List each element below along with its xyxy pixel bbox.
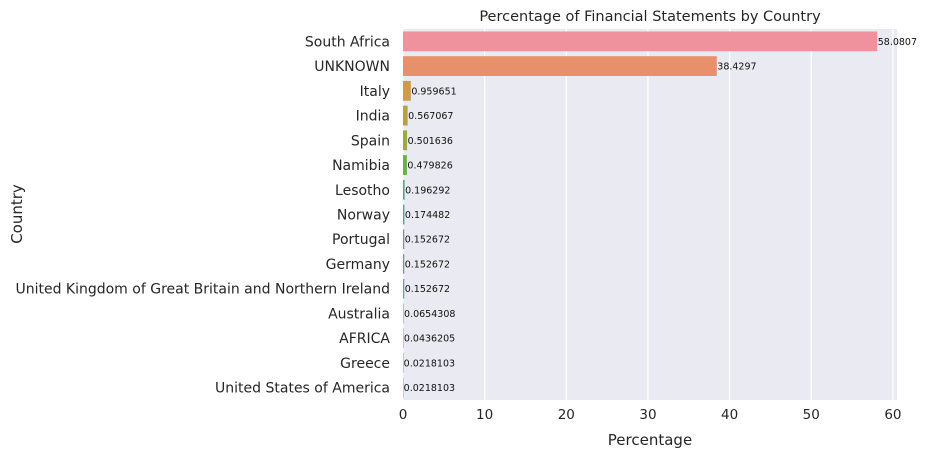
bar-value-label: 0.0218103 bbox=[404, 358, 455, 369]
bar-value-label: 0.0436205 bbox=[404, 334, 455, 345]
bar bbox=[403, 353, 404, 373]
y-tick-label: South Africa bbox=[305, 34, 390, 50]
gridlines bbox=[402, 29, 894, 400]
bar bbox=[403, 377, 404, 398]
bar-value-label: 0.0218103 bbox=[404, 383, 455, 394]
x-tick-label: 40 bbox=[721, 407, 738, 423]
bar-value-label: 0.567067 bbox=[408, 111, 453, 122]
bar-value-label: 0.0654308 bbox=[404, 309, 455, 320]
bar-value-label: 0.479826 bbox=[407, 161, 452, 172]
y-tick-label: Greece bbox=[340, 356, 390, 372]
bar bbox=[403, 56, 717, 76]
bar-value-label: 0.152672 bbox=[405, 284, 450, 295]
x-tick-label: 20 bbox=[558, 407, 575, 423]
y-tick-label: UNKNOWN bbox=[314, 59, 390, 75]
x-tick-label: 0 bbox=[399, 407, 408, 423]
y-tick-label: Germany bbox=[326, 257, 390, 273]
bar bbox=[403, 105, 408, 126]
bar-value-label: 58.0807 bbox=[878, 37, 917, 48]
x-tick-label: 30 bbox=[639, 407, 656, 423]
bar-value-label: 0.196292 bbox=[405, 185, 450, 196]
bar-value-label: 0.959651 bbox=[411, 86, 456, 97]
bar bbox=[403, 303, 404, 324]
y-axis-label: Country bbox=[8, 184, 26, 244]
bar bbox=[403, 31, 878, 52]
y-tick-label: Australia bbox=[328, 306, 390, 322]
bar bbox=[403, 254, 405, 274]
chart-title: Percentage of Financial Statements by Co… bbox=[479, 9, 821, 25]
y-tick-label: Spain bbox=[351, 133, 390, 149]
bar-value-label: 0.501636 bbox=[408, 136, 453, 147]
plot-area bbox=[403, 29, 897, 400]
y-tick-label: United States of America bbox=[215, 381, 390, 397]
y-tick-label: India bbox=[356, 109, 390, 125]
bar-labels: 58.0807 38.4297 0.959651 0.567067 0.501636 0.… bbox=[404, 37, 917, 394]
y-tick-label: Norway bbox=[337, 208, 390, 224]
y-tick-label: Portugal bbox=[332, 232, 390, 248]
y-tick-labels: South Africa UNKNOWN Italy India Spain Namibi… bbox=[15, 34, 390, 396]
y-tick-label: Italy bbox=[360, 84, 390, 100]
x-tick-label: 60 bbox=[884, 407, 901, 423]
y-tick-label: AFRICA bbox=[339, 331, 390, 347]
bar bbox=[403, 204, 405, 225]
y-tick-label: Namibia bbox=[332, 158, 390, 174]
bar-value-label: 0.174482 bbox=[405, 210, 450, 221]
bar bbox=[403, 328, 404, 349]
x-axis-label: Percentage bbox=[608, 431, 692, 449]
bar bbox=[403, 278, 405, 299]
bar bbox=[403, 229, 405, 250]
bar-value-label: 0.152672 bbox=[405, 235, 450, 246]
x-tick-label: 10 bbox=[476, 407, 493, 423]
bar-value-label: 0.152672 bbox=[405, 259, 450, 270]
x-tick-labels: 0 10 20 30 40 50 60 bbox=[399, 407, 902, 423]
x-tick-label: 50 bbox=[803, 407, 820, 423]
bar-value-label: 38.4297 bbox=[717, 62, 756, 73]
bar bbox=[403, 80, 411, 101]
bar bbox=[403, 179, 405, 200]
y-tick-label: Lesotho bbox=[335, 183, 390, 199]
bars bbox=[403, 31, 878, 398]
y-tick-label: United Kingdom of Great Britain and Nort… bbox=[15, 282, 390, 298]
bar bbox=[403, 130, 408, 151]
bar bbox=[403, 155, 407, 175]
